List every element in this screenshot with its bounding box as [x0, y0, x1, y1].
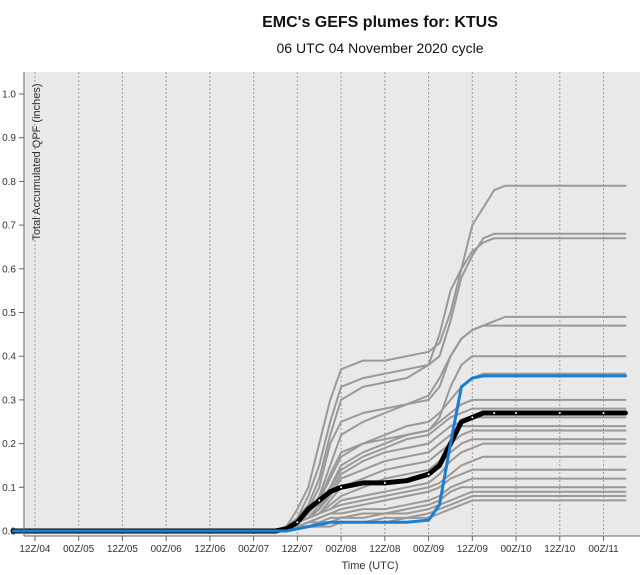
y-tick-label: 0.4	[2, 352, 16, 363]
y-axis-label: Total Accumulated QPF (inches)	[31, 83, 43, 240]
y-tick-label: 0.9	[2, 133, 16, 144]
mean-point	[340, 486, 343, 489]
x-tick-label: 12Z/04	[19, 544, 51, 555]
x-tick-label: 00Z/08	[326, 544, 358, 555]
mean-point	[515, 412, 518, 415]
x-tick-label: 12Z/07	[282, 544, 314, 555]
chart-title: EMC's GEFS plumes for: KTUS	[262, 14, 498, 31]
x-tick-label: 00Z/07	[238, 544, 270, 555]
x-tick-label: 12Z/08	[369, 544, 401, 555]
y-tick-label: 0.6	[2, 264, 16, 275]
y-tick-label: 1.0	[2, 90, 16, 101]
y-tick-label: 0.5	[2, 308, 16, 319]
mean-point	[427, 473, 430, 476]
y-tick-label: 0.8	[2, 177, 16, 188]
x-tick-label: 00Z/11	[588, 544, 619, 555]
x-tick-label: 00Z/10	[501, 544, 533, 555]
x-tick-label: 12Z/10	[544, 544, 576, 555]
x-tick-label: 00Z/09	[413, 544, 445, 555]
plot-background	[24, 72, 640, 536]
x-tick-label: 12Z/05	[107, 544, 139, 555]
x-tick-label: 12Z/06	[194, 544, 226, 555]
y-tick-label: 0.7	[2, 221, 16, 232]
y-tick-label: 0.1	[2, 483, 16, 494]
mean-point	[318, 499, 321, 502]
control-run-line	[11, 374, 627, 533]
mean-point	[558, 412, 561, 415]
mean-point	[493, 412, 496, 415]
x-axis-label: Time (UTC)	[341, 560, 398, 572]
mean-point	[296, 521, 299, 524]
y-tick-label: 0.3	[2, 395, 16, 406]
mean-point	[602, 412, 605, 415]
mean-point	[471, 416, 474, 419]
x-tick-label: 12Z/09	[457, 544, 489, 555]
mean-point	[383, 481, 386, 484]
x-tick-label: 00Z/05	[63, 544, 95, 555]
y-tick-label: 0.2	[2, 439, 16, 450]
x-tick-label: 00Z/06	[151, 544, 183, 555]
y-tick-label: 0.0	[2, 527, 16, 538]
chart-subtitle: 06 UTC 04 November 2020 cycle	[276, 40, 484, 56]
